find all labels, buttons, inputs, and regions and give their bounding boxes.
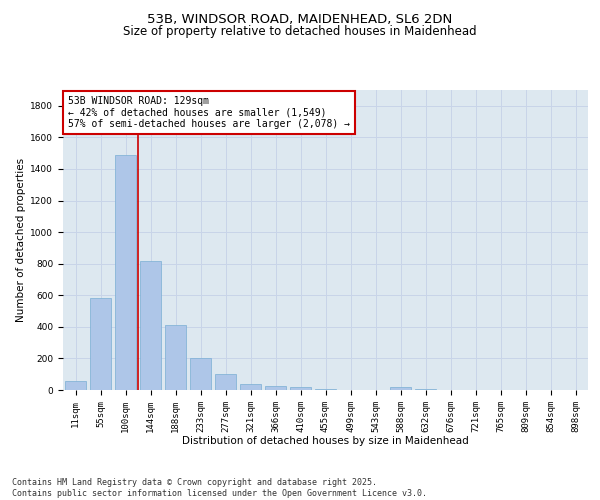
Text: Contains HM Land Registry data © Crown copyright and database right 2025.
Contai: Contains HM Land Registry data © Crown c… — [12, 478, 427, 498]
Bar — [290, 387, 311, 390]
Bar — [65, 382, 86, 390]
Bar — [215, 374, 236, 390]
Bar — [390, 387, 411, 390]
Text: 53B, WINDSOR ROAD, MAIDENHEAD, SL6 2DN: 53B, WINDSOR ROAD, MAIDENHEAD, SL6 2DN — [148, 12, 452, 26]
Bar — [190, 358, 211, 390]
Text: Size of property relative to detached houses in Maidenhead: Size of property relative to detached ho… — [123, 25, 477, 38]
Text: 53B WINDSOR ROAD: 129sqm
← 42% of detached houses are smaller (1,549)
57% of sem: 53B WINDSOR ROAD: 129sqm ← 42% of detach… — [68, 96, 350, 129]
Bar — [265, 386, 286, 390]
Y-axis label: Number of detached properties: Number of detached properties — [16, 158, 26, 322]
Bar — [90, 298, 111, 390]
Bar — [415, 389, 436, 390]
Bar — [315, 389, 336, 390]
Bar — [165, 326, 186, 390]
Bar — [140, 260, 161, 390]
X-axis label: Distribution of detached houses by size in Maidenhead: Distribution of detached houses by size … — [182, 436, 469, 446]
Bar — [115, 154, 136, 390]
Bar — [240, 384, 261, 390]
